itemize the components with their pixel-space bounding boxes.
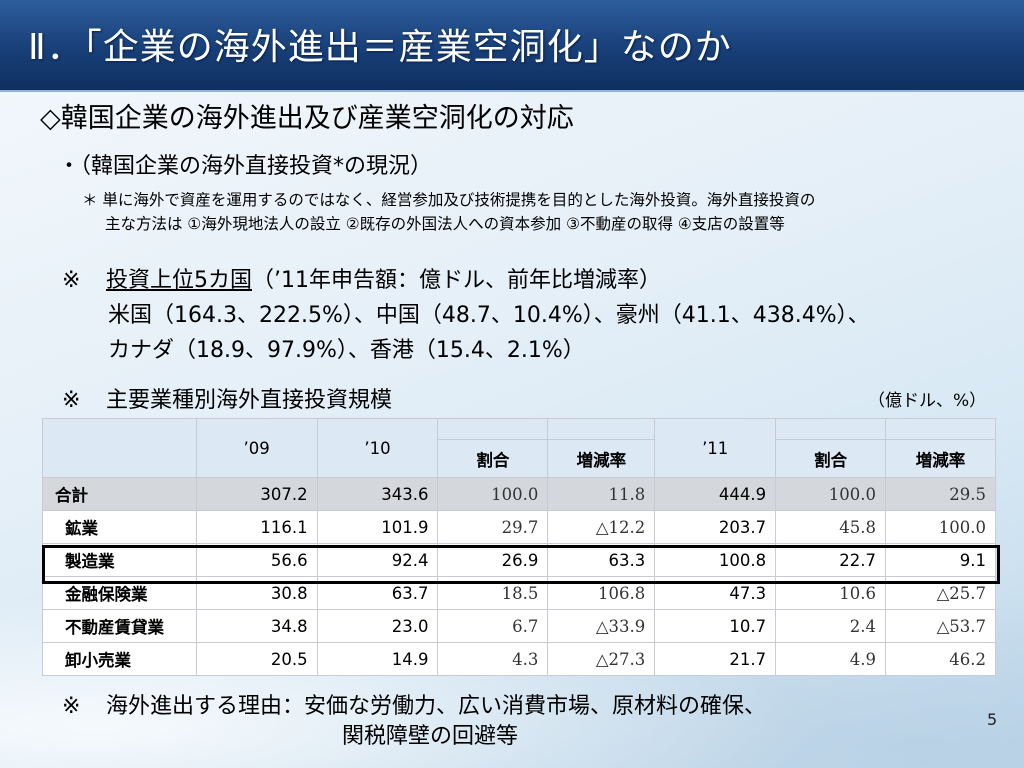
header-spacer <box>547 418 656 440</box>
header-2010: ’10 <box>316 418 439 478</box>
section-heading: ◇韓国企業の海外進出及び産業空洞化の対応 <box>40 103 574 134</box>
reason-line-2: 関税障壁の回避等 <box>342 724 519 749</box>
cell-growth-2010: △27.3 <box>547 642 656 676</box>
reference-mark: ※ <box>62 268 81 293</box>
cell-share-2011: 22.7 <box>775 543 887 577</box>
reference-mark: ※ <box>62 388 81 413</box>
cell-2009: 30.8 <box>195 576 318 610</box>
reason-text: 海外進出する理由：安価な労働力、広い消費市場、原材料の確保、 <box>106 694 767 719</box>
header-spacer <box>437 418 549 440</box>
table-row: 金融保険業 30.8 63.7 18.5 106.8 47.3 10.6 △25… <box>42 576 996 610</box>
cell-2010: 343.6 <box>316 477 439 511</box>
cell-2009: 34.8 <box>195 609 318 643</box>
table-row-highlighted: 製造業 56.6 92.4 26.9 63.3 100.8 22.7 9.1 <box>42 543 996 577</box>
cell-2011: 444.9 <box>654 477 777 511</box>
top5-line-1: ※ 投資上位5カ国（’11年申告額：億ドル、前年比増減率） <box>62 262 661 294</box>
table-row-total: 合計 307.2 343.6 100.0 11.8 444.9 100.0 29… <box>42 477 996 511</box>
top5-label: 投資上位5カ国 <box>106 268 252 293</box>
title-bar: Ⅱ．「企業の海外進出＝産業空洞化」なのか <box>0 0 1024 92</box>
table-title: ※ 主要業種別海外直接投資規模 <box>62 382 392 414</box>
cell-2010: 92.4 <box>316 543 439 577</box>
cell-2009: 307.2 <box>195 477 318 511</box>
cell-share-2010: 6.7 <box>437 609 549 643</box>
investment-table: ’09 ’10 ’11 割合 増減率 割合 増減率 合計 307.2 343.6… <box>42 418 996 676</box>
cell-2011: 100.8 <box>654 543 777 577</box>
cell-2009: 116.1 <box>195 510 318 544</box>
cell-growth-2010: 11.8 <box>547 477 656 511</box>
header-growth-2011: 増減率 <box>885 439 996 478</box>
cell-2011: 21.7 <box>654 642 777 676</box>
reference-mark: ※ <box>62 694 81 719</box>
slide-title: Ⅱ．「企業の海外進出＝産業空洞化」なのか <box>28 27 732 68</box>
cell-2010: 101.9 <box>316 510 439 544</box>
cell-growth-2011: 29.5 <box>885 477 996 511</box>
cell-share-2010: 18.5 <box>437 576 549 610</box>
cell-growth-2011: 46.2 <box>885 642 996 676</box>
cell-growth-2011: 9.1 <box>885 543 996 577</box>
row-label: 金融保険業 <box>42 576 197 610</box>
table-title-text: 主要業種別海外直接投資規模 <box>106 388 393 413</box>
header-share-2011: 割合 <box>775 439 887 478</box>
cell-growth-2010: 106.8 <box>547 576 656 610</box>
cell-2009: 20.5 <box>195 642 318 676</box>
header-corner <box>42 418 197 478</box>
top5-line-2: 米国（164.3、222.5%）、中国（48.7、10.4%）、豪州（41.1、… <box>108 303 870 328</box>
cell-growth-2010: △12.2 <box>547 510 656 544</box>
page-number: 5 <box>987 710 998 729</box>
cell-2011: 47.3 <box>654 576 777 610</box>
cell-share-2011: 45.8 <box>775 510 887 544</box>
top5-description: （’11年申告額：億ドル、前年比増減率） <box>252 268 661 293</box>
footnote-line-2: 主な方法は ①海外現地法人の設立 ②既存の外国法人への資本参加 ③不動産の取得 … <box>105 215 785 233</box>
table-unit: （億ドル、%） <box>868 391 987 411</box>
header-2009: ’09 <box>195 418 318 478</box>
top5-line-3: カナダ（18.9、97.9%）、香港（15.4、2.1%） <box>108 338 585 363</box>
header-2011: ’11 <box>654 418 777 478</box>
row-label: 不動産賃貸業 <box>42 609 197 643</box>
row-label: 製造業 <box>42 543 197 577</box>
table-row: 不動産賃貸業 34.8 23.0 6.7 △33.9 10.7 2.4 △53.… <box>42 609 996 643</box>
cell-2010: 14.9 <box>316 642 439 676</box>
reason-line-1: ※ 海外進出する理由：安価な労働力、広い消費市場、原材料の確保、 <box>62 688 766 720</box>
row-label: 合計 <box>42 477 197 511</box>
cell-2011: 203.7 <box>654 510 777 544</box>
cell-growth-2011: 100.0 <box>885 510 996 544</box>
cell-2011: 10.7 <box>654 609 777 643</box>
table-row: 卸小売業 20.5 14.9 4.3 △27.3 21.7 4.9 46.2 <box>42 642 996 676</box>
cell-share-2011: 4.9 <box>775 642 887 676</box>
row-label: 鉱業 <box>42 510 197 544</box>
row-label: 卸小売業 <box>42 642 197 676</box>
subheading: ・（韓国企業の海外直接投資*の現況） <box>58 154 433 179</box>
header-spacer <box>885 418 996 440</box>
header-spacer <box>775 418 887 440</box>
cell-share-2010: 26.9 <box>437 543 549 577</box>
cell-growth-2011: △53.7 <box>885 609 996 643</box>
table-row: 鉱業 116.1 101.9 29.7 △12.2 203.7 45.8 100… <box>42 510 996 544</box>
cell-share-2010: 29.7 <box>437 510 549 544</box>
cell-share-2011: 100.0 <box>775 477 887 511</box>
cell-2010: 23.0 <box>316 609 439 643</box>
header-growth-2010: 増減率 <box>547 439 656 478</box>
cell-growth-2010: △33.9 <box>547 609 656 643</box>
cell-share-2011: 2.4 <box>775 609 887 643</box>
cell-share-2010: 100.0 <box>437 477 549 511</box>
footnote-line-1: ＊ 単に海外で資産を運用するのではなく、経営参加及び技術提携を目的とした海外投資… <box>82 191 816 209</box>
cell-share-2010: 4.3 <box>437 642 549 676</box>
header-share-2010: 割合 <box>437 439 549 478</box>
cell-growth-2011: △25.7 <box>885 576 996 610</box>
cell-share-2011: 10.6 <box>775 576 887 610</box>
cell-growth-2010: 63.3 <box>547 543 656 577</box>
cell-2009: 56.6 <box>195 543 318 577</box>
cell-2010: 63.7 <box>316 576 439 610</box>
